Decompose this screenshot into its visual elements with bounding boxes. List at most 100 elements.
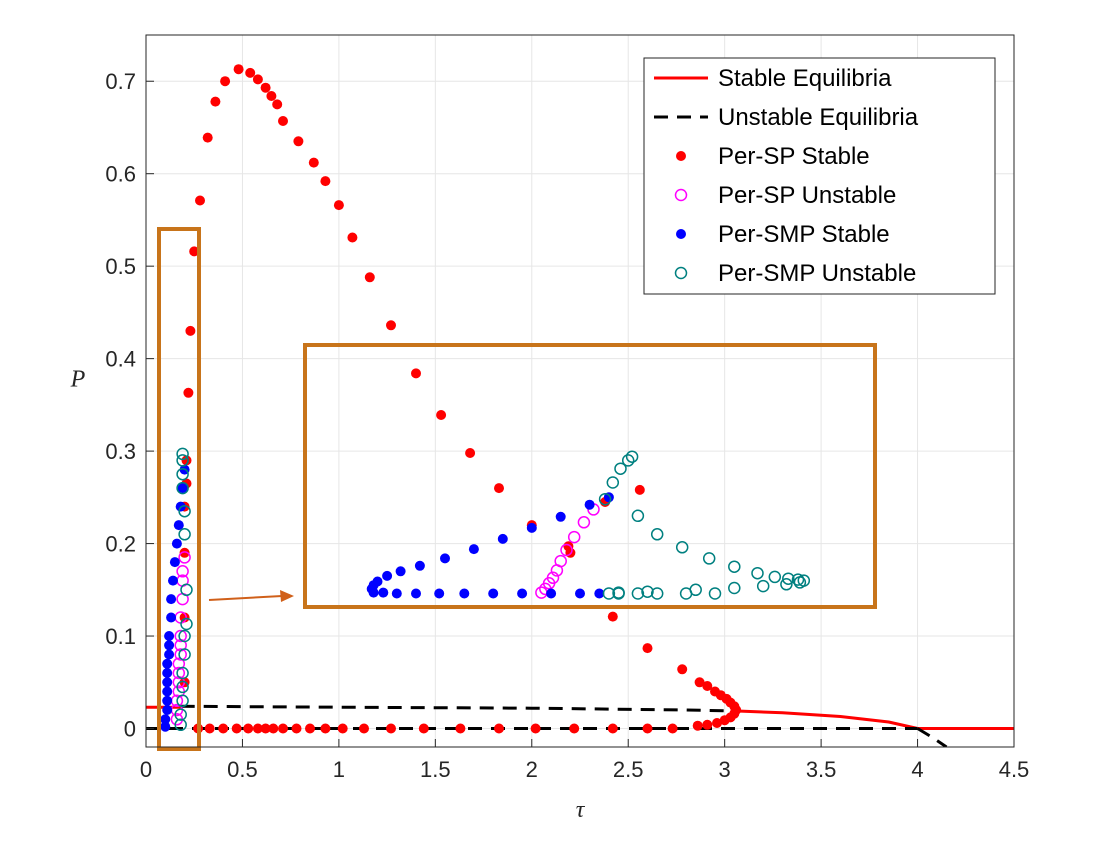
per-smp-unstable-point [606,476,620,489]
per-smp-stable-point [546,588,557,599]
per-smp-stable-point [575,588,585,599]
per-sp-stable-point [634,484,645,495]
per-smp-unstable-point [793,576,807,589]
legend-layer: Stable Equilibria Unstable Equilibria Per-… [643,57,996,295]
per-smp-stable-point [594,588,605,599]
per-sp-stable-point [642,723,653,734]
per-sp-stable-point [204,723,215,734]
per-sp-stable-point [455,723,466,734]
y-tick-label: 0.2 [105,532,136,557]
per-sp-stable-point [245,67,256,78]
per-sp-stable-point [702,719,713,730]
per-sp-stable-point [719,715,730,726]
per-smp-unstable-point [180,583,193,597]
per-smp-stable-point [173,520,184,531]
per-smp-unstable-point [702,552,716,565]
per-smp-unstable-point [768,570,782,584]
per-sp-stable-point [364,272,375,283]
per-smp-unstable-point [178,648,191,661]
zoom-inset-box [303,343,877,609]
per-sp-stable-point [494,483,504,494]
per-smp-unstable-point [176,467,189,481]
per-sp-stable-point [607,611,618,622]
per-sp-stable-point [179,547,190,558]
legend-box [643,57,996,295]
per-sp-stable-point [218,723,229,734]
per-smp-stable-point [517,588,528,599]
y-tick-label: 0 [124,717,136,742]
y-tick-label: 0.6 [105,162,136,187]
per-sp-stable-point [243,723,254,734]
per-sp-unstable-point [178,551,191,564]
per-smp-unstable-point [174,718,187,732]
unstable-equilibria-line [916,727,948,747]
per-sp-stable-point [320,723,331,734]
per-sp-stable-point [667,723,678,734]
per-smp-stable-point [162,686,173,697]
per-sp-stable-point [195,195,205,206]
per-smp-stable-point [414,560,425,571]
per-sp-stable-point [677,664,688,675]
per-smp-unstable-point [728,581,741,595]
per-sp-stable-point [252,723,263,734]
per-smp-stable-point [603,492,614,503]
axis-layer: 0 0.5 1 1.5 2 2.5 3 3.5 4 4.5 0 0.1 0.2 0.3 0.4 0.5 0.6 0… [70,34,1029,823]
per-sp-stable-point [320,176,331,187]
per-smp-unstable-point [176,454,189,467]
x-tick-label: 0 [140,757,152,782]
per-smp-unstable-point [178,629,191,643]
per-smp-unstable-point [791,573,805,586]
legend-stable-equilibria: Stable Equilibria [654,65,892,92]
per-sp-unstable-point [172,666,186,680]
per-sp-stable-point [291,723,302,734]
per-smp-unstable-point [174,708,187,721]
y-tick-label: 0.3 [105,439,136,464]
per-sp-stable-point [347,232,358,243]
per-smp-stable-point [378,587,389,598]
per-sp-stable-point [308,157,319,168]
per-smp-unstable-point [641,585,654,598]
per-smp-stable-point [166,594,177,605]
per-sp-stable-point [692,720,703,731]
per-smp-stable-point [434,588,445,599]
per-smp-unstable-point [675,541,689,554]
per-smp-stable-point [162,677,173,688]
legend-label: Per-SP Stable [718,143,870,170]
per-smp-unstable-point [176,481,189,495]
x-tick-label: 1 [333,757,345,782]
per-smp-unstable-point [780,578,793,591]
y-tick-label: 0.7 [105,69,136,94]
per-smp-unstable-point [728,560,741,573]
per-smp-stable-point [164,649,175,660]
per-sp-stable-point [181,455,192,466]
per-smp-stable-point [395,566,406,577]
stable-equilibria-line [734,709,918,730]
per-smp-stable-point [166,612,177,623]
per-smp-stable-point [164,640,175,651]
per-smp-stable-point [162,668,173,678]
legend-label: Per-SMP Stable [718,221,890,248]
per-smp-unstable-point [176,694,189,708]
per-smp-stable-point [391,588,402,599]
per-sp-unstable-point [577,516,591,529]
per-sp-stable-point [268,723,279,734]
per-sp-stable-point [233,64,244,75]
per-smp-unstable-point [756,579,770,593]
per-sp-stable-point [278,723,288,734]
per-sp-stable-point [607,723,618,734]
per-smp-unstable-point [602,587,616,600]
zoom-source-box [157,227,201,751]
x-tick-label: 4 [911,757,923,782]
per-sp-stable-point [183,387,194,398]
per-smp-stable-point [459,588,470,599]
legend-per-sp-stable: Per-SP Stable [676,143,870,170]
per-smp-unstable-point [631,509,645,523]
legend-circle-swatch [674,188,688,202]
legend-unstable-equilibria: Unstable Equilibria [654,104,919,131]
legend-label: Unstable Equilibria [718,104,919,131]
per-smp-stable-point [169,557,180,568]
per-sp-stable-point [266,91,277,101]
per-sp-stable-point [386,723,396,734]
x-tick-label: 3 [719,757,731,782]
